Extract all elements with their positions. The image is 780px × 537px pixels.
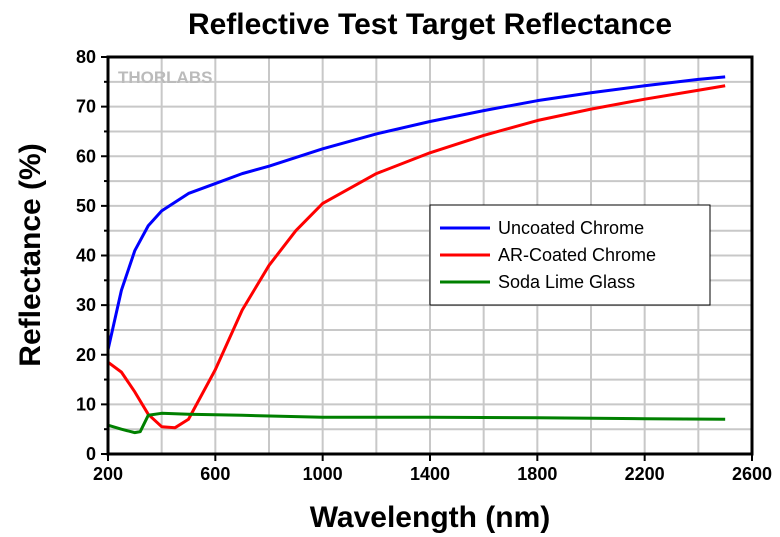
y-tick-label: 50 [76, 196, 96, 216]
legend: Uncoated Chrome AR-Coated Chrome Soda Lime… [429, 204, 711, 306]
plot-frame [106, 55, 754, 456]
series-line-uncoated-chrome [106, 75, 726, 351]
x-tick-label: 2200 [625, 464, 665, 484]
y-tick-label: 30 [76, 295, 96, 315]
y-tick-label: 40 [76, 246, 96, 266]
legend-label: Uncoated Chrome [498, 218, 644, 238]
legend-label: AR-Coated Chrome [498, 245, 656, 265]
y-tick-label: 60 [76, 146, 96, 166]
thorlabs-watermark: THORLABS [118, 68, 212, 87]
series-lines [106, 75, 726, 435]
y-tick-label: 70 [76, 97, 96, 117]
legend-label: Soda Lime Glass [498, 272, 635, 292]
y-tick-label: 0 [86, 444, 96, 464]
y-tick-label: 20 [76, 345, 96, 365]
chart-title: Reflective Test Target Reflectance [188, 8, 672, 41]
x-tick-label: 1000 [303, 464, 343, 484]
x-axis-label: Wavelength (nm) [310, 501, 551, 534]
x-tick-label: 200 [93, 464, 123, 484]
x-tick-label: 600 [200, 464, 230, 484]
x-tick-label: 1400 [410, 464, 450, 484]
x-tick-label: 1800 [517, 464, 557, 484]
y-tick-label: 80 [76, 47, 96, 67]
y-axis-label: Reflectance (%) [14, 143, 47, 366]
y-tick-label: 10 [76, 394, 96, 414]
ticks: 200 600 1000 1400 1800 2200 2600 0 10 20 30 40 50 60 7… [76, 47, 772, 484]
series-line-soda-lime-glass [107, 411, 726, 435]
x-tick-label: 2600 [732, 464, 772, 484]
